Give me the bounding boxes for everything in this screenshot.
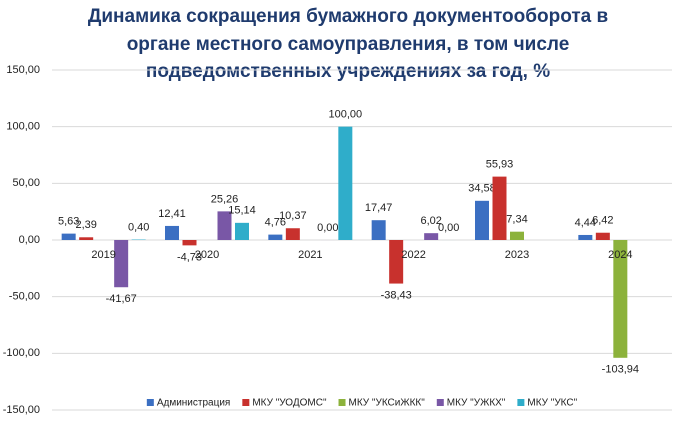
x-tick-label: 2019 — [91, 249, 115, 261]
bar — [165, 225, 179, 240]
y-tick-label: 150,00 — [6, 64, 40, 76]
data-label: 25,26 — [211, 193, 239, 205]
bar — [424, 233, 439, 240]
data-label: 34,58 — [468, 183, 496, 195]
data-label: 4,44 — [575, 217, 596, 229]
bar — [182, 240, 197, 246]
data-label: 4,76 — [265, 217, 286, 229]
x-tick-label: 2021 — [298, 249, 322, 261]
data-label: 0,00 — [317, 222, 338, 234]
y-tick-label: 100,00 — [6, 121, 40, 133]
bar — [114, 240, 129, 288]
bar — [371, 220, 386, 240]
data-label: 10,37 — [279, 210, 307, 222]
data-label: 17,47 — [365, 202, 393, 214]
data-label: 55,93 — [486, 159, 514, 171]
bar — [61, 233, 76, 240]
y-tick-label: 0,00 — [19, 234, 40, 246]
bar — [613, 240, 628, 358]
bar — [492, 176, 507, 240]
data-label: 12,41 — [158, 208, 186, 220]
data-label: 5,63 — [58, 216, 79, 228]
data-label: -38,43 — [381, 289, 412, 301]
bar — [268, 234, 283, 240]
x-tick-label: 2023 — [505, 249, 529, 261]
bar — [285, 228, 300, 240]
bar — [475, 200, 489, 240]
y-tick-label: 50,00 — [12, 177, 40, 189]
data-label: 6,42 — [592, 215, 613, 227]
legend-label: МКУ "УКС" — [527, 398, 577, 409]
bar — [595, 232, 610, 240]
y-tick-label: -50,00 — [9, 291, 40, 303]
bar — [79, 237, 94, 240]
data-label: -41,67 — [106, 293, 137, 305]
legend-swatch — [242, 399, 250, 406]
bar — [510, 231, 524, 240]
data-label: 15,14 — [228, 205, 256, 217]
x-tick-label: 2024 — [608, 249, 632, 261]
legend-swatch — [436, 399, 444, 406]
bar — [235, 222, 249, 240]
y-tick-label: -100,00 — [3, 347, 40, 359]
data-label: 6,02 — [420, 215, 441, 227]
legend-swatch — [146, 399, 154, 406]
legend-swatch — [338, 399, 346, 406]
y-tick-label: -150,00 — [3, 404, 40, 416]
data-label: 2,39 — [75, 219, 96, 231]
legend-label: МКУ "УЖКХ" — [447, 398, 506, 409]
legend-label: МКУ "УКСиЖКК" — [349, 398, 426, 409]
bar — [389, 240, 404, 284]
data-label: -4,73 — [177, 251, 202, 263]
legend-label: Администрация — [157, 398, 231, 409]
x-tick-label: 2022 — [401, 249, 425, 261]
x-tick-label: 2020 — [195, 249, 219, 261]
data-label: 100,00 — [329, 109, 363, 121]
data-label: 7,34 — [506, 214, 527, 226]
chart-title: органе местного самоуправления, в том чи… — [127, 34, 570, 55]
chart-title: Динамика сокращения бумажного документоо… — [88, 6, 608, 27]
chart-title: подведомственных учреждениях за год, % — [146, 61, 550, 82]
bar — [338, 126, 353, 240]
bar — [578, 234, 593, 240]
legend-label: МКУ "УОДОМС" — [252, 398, 327, 409]
data-label: 0,40 — [128, 221, 149, 233]
data-label: -103,94 — [602, 364, 639, 376]
data-label: 0,00 — [438, 222, 459, 234]
bar — [217, 211, 232, 240]
legend-swatch — [517, 399, 525, 406]
